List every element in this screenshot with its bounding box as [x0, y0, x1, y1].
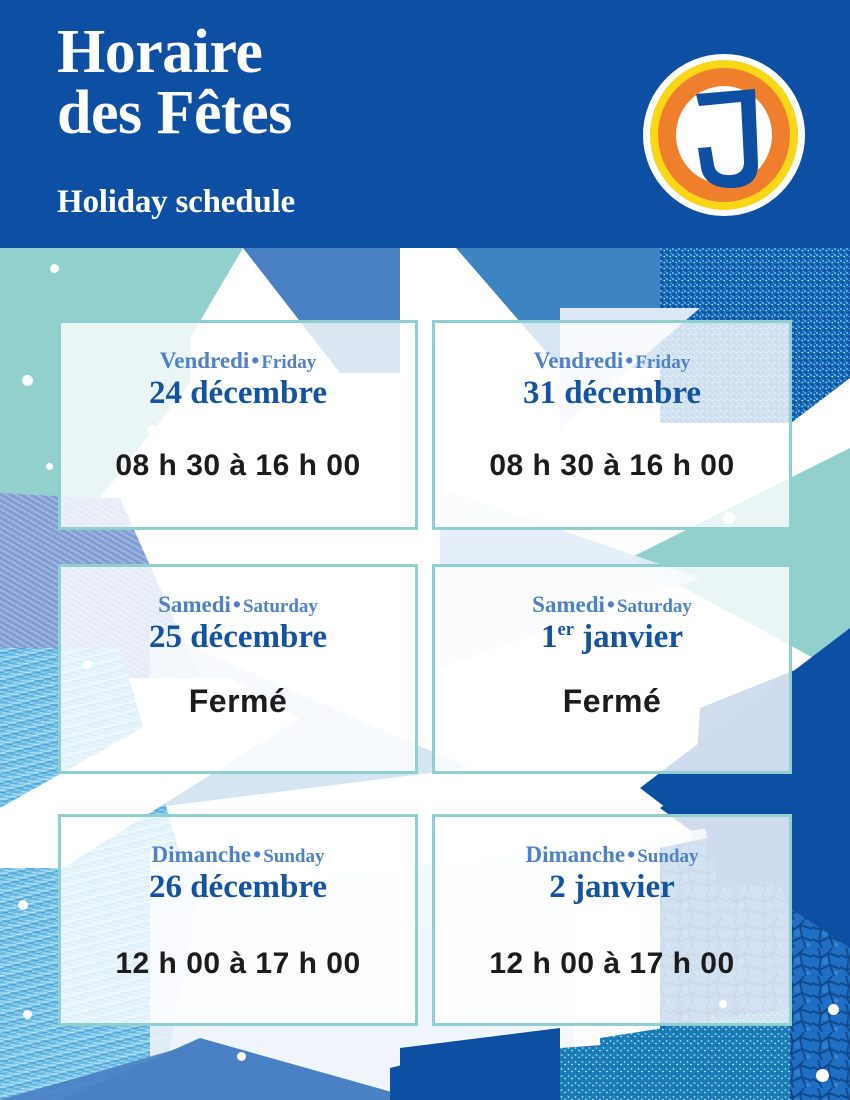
schedule-card: Dimanche• Sunday 26 décembre 12 h 00 à 17… — [58, 814, 418, 1026]
card-day-fr: Samedi — [158, 592, 231, 617]
card-day-separator: • — [253, 842, 262, 867]
card-day-fr: Dimanche — [151, 842, 252, 867]
card-date: 26 décembre — [148, 869, 328, 905]
card-day-line: Samedi• Saturday — [532, 593, 692, 616]
card-day-fr: Vendredi — [533, 348, 624, 373]
card-date: 25 décembre — [148, 619, 328, 655]
decorative-dot — [22, 375, 33, 386]
card-hours: 08 h 30 à 16 h 00 — [489, 449, 735, 482]
card-day-fr: Vendredi — [159, 348, 250, 373]
card-day-line: Vendredi• Friday — [160, 349, 316, 372]
decorative-dot — [50, 264, 59, 273]
card-day-separator: • — [625, 348, 634, 373]
decorative-dot — [46, 463, 53, 470]
card-day-line: Dimanche• Sunday — [151, 843, 324, 866]
card-date-prefix: 1 — [541, 619, 558, 655]
schedule-card: Vendredi• Friday 31 décembre 08 h 30 à 16… — [432, 320, 792, 530]
card-day-en: Sunday — [637, 846, 699, 867]
poster-header: Horaire des Fêtes Holiday schedule — [0, 0, 850, 248]
card-date: 2 janvier — [549, 869, 675, 905]
card-date-suffix: janvier — [573, 619, 683, 655]
card-hours: Fermé — [188, 683, 288, 719]
schedule-card: Vendredi• Friday 24 décembre 08 h 30 à 16… — [58, 320, 418, 530]
card-day-line: Dimanche• Sunday — [525, 843, 698, 866]
schedule-card: Dimanche• Sunday 2 janvier 12 h 00 à 17 h… — [432, 814, 792, 1026]
card-day-en: Sunday — [263, 846, 325, 867]
card-hours: 08 h 30 à 16 h 00 — [115, 449, 361, 482]
card-day-en: Friday — [635, 352, 691, 373]
card-day-en: Saturday — [616, 596, 692, 617]
card-day-separator: • — [251, 348, 260, 373]
card-date-ordinal: er — [557, 619, 574, 639]
decorative-dot — [23, 1010, 32, 1019]
card-day-en: Friday — [261, 352, 317, 373]
uqam-logo-icon — [643, 54, 805, 216]
card-hours: Fermé — [562, 683, 662, 719]
schedule-card: Samedi• Saturday 1er janvier Fermé — [432, 564, 792, 774]
card-day-en: Saturday — [242, 596, 318, 617]
decorative-dot — [237, 1052, 246, 1061]
decorative-dot — [18, 900, 28, 910]
card-day-line: Vendredi• Friday — [534, 349, 690, 372]
schedule-card: Samedi• Saturday 25 décembre Fermé — [58, 564, 418, 774]
card-date: 1er janvier — [541, 619, 683, 655]
card-date: 24 décembre — [148, 375, 328, 411]
card-date: 31 décembre — [522, 375, 702, 411]
page-title: Horaire des Fêtes — [57, 18, 292, 147]
page-subtitle: Holiday schedule — [57, 184, 295, 220]
schedule-grid: Vendredi• Friday 24 décembre 08 h 30 à 16… — [0, 248, 850, 1100]
card-day-separator: • — [606, 592, 615, 617]
card-day-separator: • — [232, 592, 241, 617]
card-hours: 12 h 00 à 17 h 00 — [115, 947, 361, 980]
decorative-dot — [816, 1069, 829, 1082]
card-hours: 12 h 00 à 17 h 00 — [489, 947, 735, 980]
card-day-separator: • — [627, 842, 636, 867]
card-day-fr: Samedi — [532, 592, 605, 617]
card-day-line: Samedi• Saturday — [158, 593, 318, 616]
decorative-dot — [828, 1004, 839, 1015]
card-day-fr: Dimanche — [525, 842, 626, 867]
